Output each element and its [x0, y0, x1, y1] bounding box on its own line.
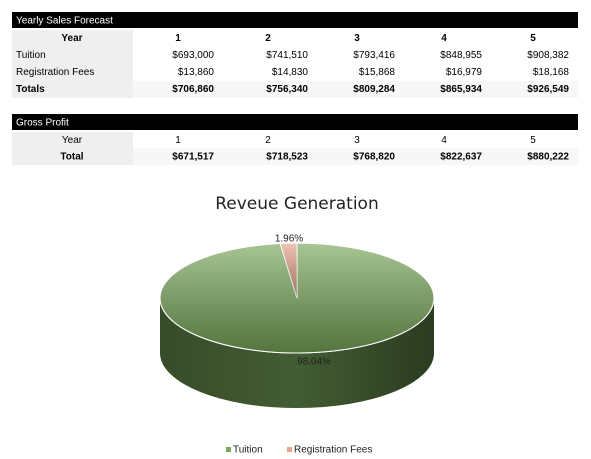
- header-cell: 2: [265, 135, 271, 146]
- legend-label: Registration Fees: [294, 445, 372, 456]
- table-title: Gross Profit: [16, 118, 69, 129]
- cell: $865,934: [440, 84, 482, 95]
- row-label: Tuition: [16, 50, 46, 61]
- table-title-bar: [12, 12, 578, 28]
- data-label: 98.04%: [297, 357, 331, 368]
- header-cell: 5: [530, 135, 536, 146]
- header-cell: 4: [441, 33, 447, 44]
- cell: $14,830: [272, 67, 309, 78]
- pie-rim: [159, 242, 435, 354]
- header-cell: Year: [61, 33, 82, 44]
- cell: $768,820: [353, 151, 395, 162]
- legend-swatch: [226, 447, 231, 452]
- cell: $809,284: [353, 84, 395, 95]
- row-label: Registration Fees: [16, 67, 94, 78]
- cell: $756,340: [266, 84, 308, 95]
- cell: $18,168: [533, 67, 570, 78]
- cell: $741,510: [266, 50, 308, 61]
- cell: $908,382: [527, 50, 569, 61]
- cell: $718,523: [266, 151, 308, 162]
- header-cell: 3: [354, 33, 360, 44]
- cell: $880,222: [527, 151, 569, 162]
- cell: $16,979: [446, 67, 483, 78]
- header-cell: 2: [265, 33, 271, 44]
- label-column-bg: [12, 132, 133, 165]
- table-title: Yearly Sales Forecast: [16, 16, 113, 27]
- legend-swatch: [287, 447, 292, 452]
- cell: $848,955: [440, 50, 482, 61]
- header-cell: 1: [175, 33, 181, 44]
- row-label: Totals: [16, 84, 45, 95]
- cell: $822,637: [440, 151, 482, 162]
- data-label: 1.96%: [275, 234, 303, 245]
- row-label: Total: [60, 151, 83, 162]
- totals-bg: [133, 148, 578, 165]
- header-cell: 5: [530, 33, 536, 44]
- table-title-bar: [12, 114, 578, 130]
- cell: $693,000: [172, 50, 214, 61]
- cell: $15,868: [359, 67, 396, 78]
- cell: $13,860: [178, 67, 215, 78]
- cell: $793,416: [353, 50, 395, 61]
- header-cell: 4: [441, 135, 447, 146]
- header-cell: 1: [175, 135, 181, 146]
- chart-title: Reveue Generation: [215, 194, 379, 214]
- label-column-bg: [12, 30, 133, 98]
- totals-bg: [133, 81, 578, 98]
- header-cell: Year: [62, 135, 83, 146]
- legend-label: Tuition: [233, 445, 263, 456]
- pie-slice-shine: [280, 243, 297, 298]
- header-cell: 3: [354, 135, 360, 146]
- cell: $706,860: [172, 84, 214, 95]
- cell: $926,549: [527, 84, 569, 95]
- cell: $671,517: [172, 151, 214, 162]
